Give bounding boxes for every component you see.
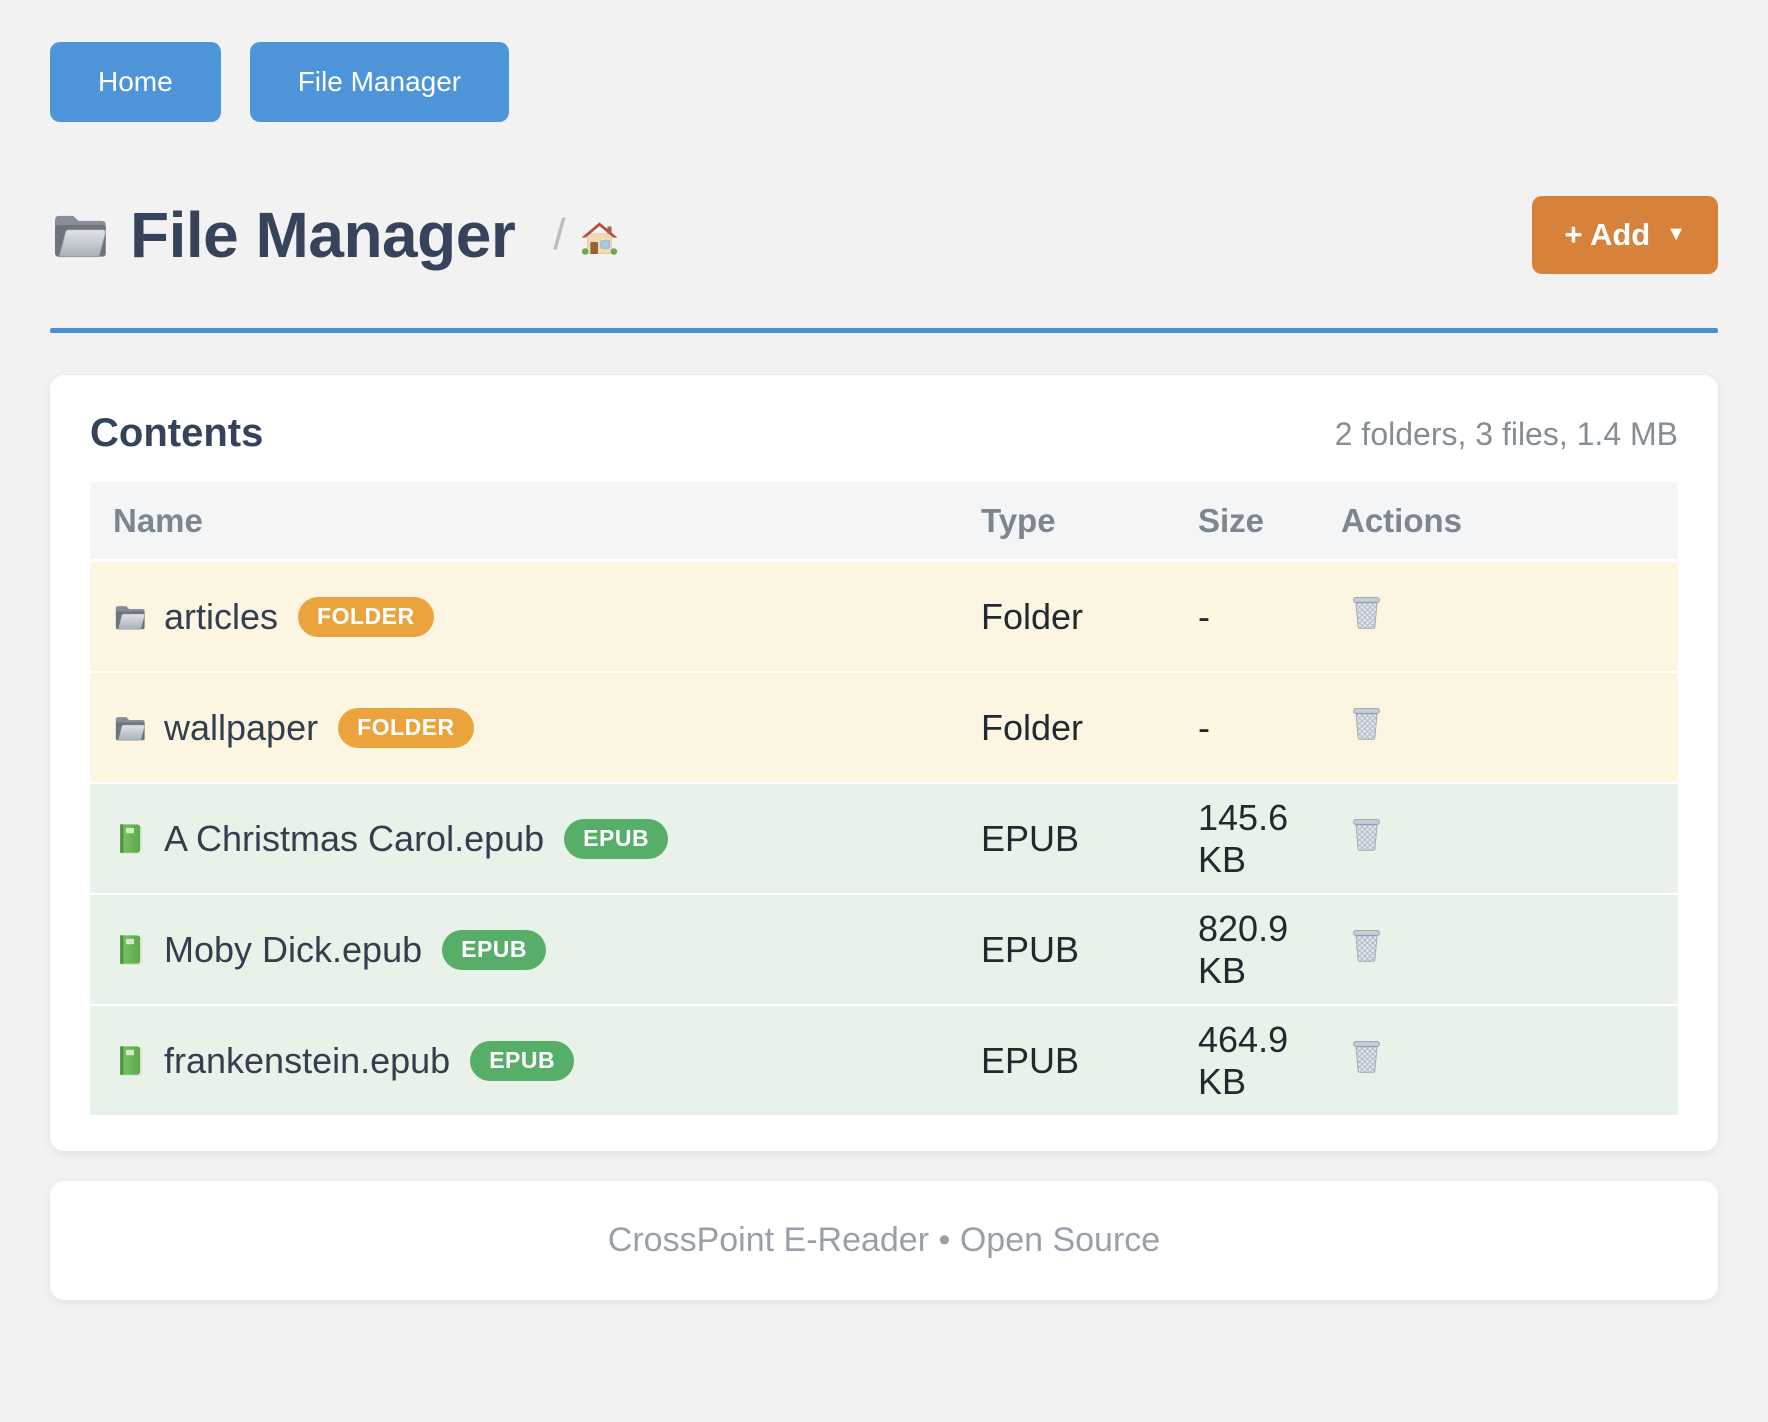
size-cell: - — [1198, 562, 1341, 673]
delete-button[interactable] — [1351, 816, 1382, 853]
table-row-articles[interactable]: articles FOLDER Folder - — [90, 562, 1678, 673]
folder-icon — [54, 215, 107, 258]
file-name[interactable]: Moby Dick.epub — [164, 928, 423, 970]
size-cell: 464.9 KB — [1198, 1006, 1341, 1117]
page-title: File Manager — [130, 199, 516, 271]
breadcrumb-separator: / — [553, 210, 566, 259]
trash-icon — [1353, 929, 1380, 962]
type-cell: EPUB — [981, 895, 1198, 1006]
epub-badge: EPUB — [470, 1040, 575, 1081]
file-name[interactable]: A Christmas Carol.epub — [164, 817, 545, 859]
add-button-label: + Add — [1564, 217, 1651, 252]
caret-down-icon: ▼ — [1666, 222, 1686, 245]
type-cell: Folder — [981, 673, 1198, 784]
header-divider — [50, 328, 1718, 333]
folder-badge: FOLDER — [298, 596, 434, 637]
delete-button[interactable] — [1351, 705, 1382, 742]
footer-card: CrossPoint E-Reader • Open Source — [50, 1181, 1718, 1300]
epub-badge: EPUB — [564, 818, 669, 859]
column-header-name: Name — [90, 482, 981, 562]
delete-button[interactable] — [1351, 927, 1382, 964]
contents-card: Contents 2 folders, 3 files, 1.4 MB Name… — [50, 375, 1718, 1151]
table-row-christmas-carol[interactable]: A Christmas Carol.epub EPUB EPUB 145.6 K… — [90, 784, 1678, 895]
folder-icon — [115, 605, 145, 630]
trash-icon — [1353, 818, 1380, 851]
trash-icon — [1353, 1040, 1380, 1073]
epub-badge: EPUB — [442, 929, 547, 970]
contents-header: Contents 2 folders, 3 files, 1.4 MB — [90, 411, 1678, 456]
top-nav: Home File Manager — [50, 42, 1718, 122]
type-cell: EPUB — [981, 1006, 1198, 1117]
green-book-icon — [119, 934, 143, 965]
file-name[interactable]: articles — [164, 595, 279, 637]
house-icon[interactable] — [581, 221, 619, 256]
column-header-size: Size — [1198, 482, 1341, 562]
type-cell: EPUB — [981, 784, 1198, 895]
column-header-type: Type — [981, 482, 1198, 562]
page-header: File Manager / + Add ▼ — [50, 194, 1718, 276]
folder-badge: FOLDER — [338, 707, 474, 748]
file-table: Name Type Size Actions articles FOLDER F… — [90, 482, 1678, 1117]
green-book-icon — [119, 1045, 143, 1076]
table-row-frankenstein[interactable]: frankenstein.epub EPUB EPUB 464.9 KB — [90, 1006, 1678, 1117]
trash-icon — [1353, 596, 1380, 629]
delete-button[interactable] — [1351, 594, 1382, 631]
home-button[interactable]: Home — [50, 42, 221, 122]
size-cell: 145.6 KB — [1198, 784, 1341, 895]
size-cell: 820.9 KB — [1198, 895, 1341, 1006]
trash-icon — [1353, 707, 1380, 740]
green-book-icon — [119, 823, 143, 854]
table-row-wallpaper[interactable]: wallpaper FOLDER Folder - — [90, 673, 1678, 784]
delete-button[interactable] — [1351, 1038, 1382, 1075]
file-name[interactable]: frankenstein.epub — [164, 1039, 451, 1081]
add-button[interactable]: + Add ▼ — [1532, 196, 1718, 274]
footer-text: CrossPoint E-Reader • Open Source — [607, 1221, 1161, 1259]
table-row-moby-dick[interactable]: Moby Dick.epub EPUB EPUB 820.9 KB — [90, 895, 1678, 1006]
size-cell: - — [1198, 673, 1341, 784]
folder-icon — [115, 716, 145, 741]
column-header-actions: Actions — [1341, 482, 1678, 562]
contents-summary: 2 folders, 3 files, 1.4 MB — [1334, 416, 1678, 452]
type-cell: Folder — [981, 562, 1198, 673]
file-name[interactable]: wallpaper — [164, 706, 319, 748]
table-header-row: Name Type Size Actions — [90, 482, 1678, 562]
file-manager-button[interactable]: File Manager — [249, 42, 510, 122]
contents-heading: Contents — [90, 411, 264, 455]
